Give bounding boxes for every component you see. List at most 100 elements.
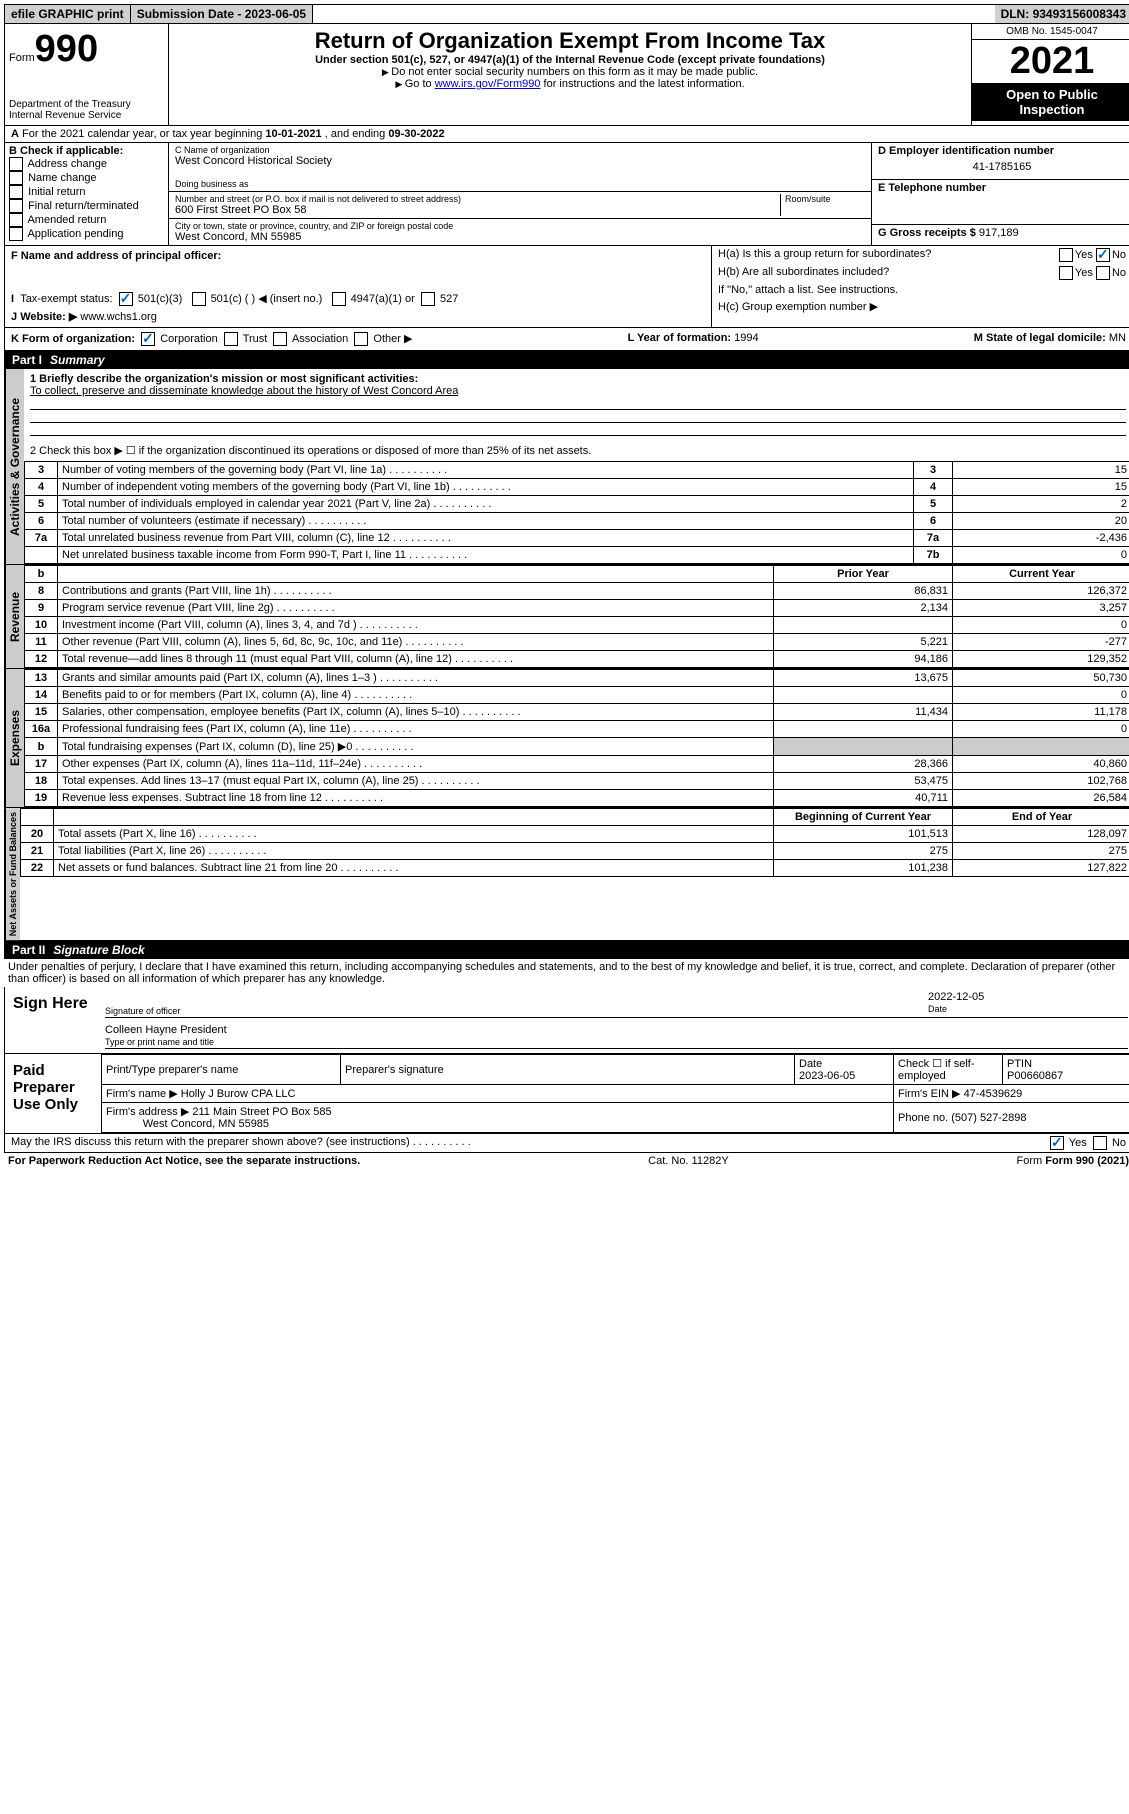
- gov-line: 5 Total number of individuals employed i…: [25, 496, 1129, 513]
- block-m: M State of legal domicile: MN: [974, 332, 1126, 346]
- footer-form: Form Form 990 (2021): [1017, 1155, 1129, 1167]
- cb-discuss-no[interactable]: [1093, 1136, 1107, 1150]
- org-city: West Concord, MN 55985: [175, 231, 865, 243]
- row-a-pre: For the 2021 calendar year, or tax year …: [22, 128, 265, 140]
- omb: OMB No. 1545-0047: [972, 24, 1129, 40]
- ln-text: Total number of individuals employed in …: [58, 496, 914, 513]
- cb-trust[interactable]: [224, 332, 238, 346]
- vtab-netassets: Net Assets or Fund Balances: [5, 808, 20, 940]
- ln-num: 16a: [25, 721, 58, 738]
- ln-num: 18: [25, 773, 58, 790]
- footer-cat: Cat. No. 11282Y: [648, 1155, 729, 1167]
- cb-assoc[interactable]: [273, 332, 287, 346]
- expenses-section: Expenses 13 Grants and similar amounts p…: [4, 669, 1129, 808]
- cb-527[interactable]: [421, 292, 435, 306]
- table-row: 18 Total expenses. Add lines 13–17 (must…: [25, 773, 1129, 790]
- cb-initial[interactable]: [9, 185, 23, 199]
- irs-link[interactable]: www.irs.gov/Form990: [435, 78, 541, 90]
- row-a: A For the 2021 calendar year, or tax yea…: [4, 126, 1129, 143]
- cb-501c[interactable]: [192, 292, 206, 306]
- table-row: 21 Total liabilities (Part X, line 26) 2…: [21, 843, 1129, 860]
- prior-val: 86,831: [774, 583, 953, 600]
- k-l-m-row: K Form of organization: Corporation Trus…: [4, 328, 1129, 351]
- ln-text: Net unrelated business taxable income fr…: [58, 547, 914, 564]
- firm-addr-lbl: Firm's address ▶: [106, 1106, 189, 1118]
- current-val: 275: [953, 843, 1129, 860]
- current-val: 50,730: [953, 670, 1129, 687]
- row-a-mid: , and ending: [322, 128, 389, 140]
- prior-val: [774, 721, 953, 738]
- col-eoy: End of Year: [953, 809, 1129, 826]
- opt-other: Other ▶: [373, 333, 412, 345]
- cb-final[interactable]: [9, 199, 23, 213]
- subdate-label: Submission Date -: [137, 7, 245, 21]
- tax-year: 2021: [972, 40, 1129, 83]
- ln-text: Total expenses. Add lines 13–17 (must eq…: [58, 773, 774, 790]
- hb-text: H(b) Are all subordinates included?: [718, 266, 889, 280]
- ln-val: 15: [953, 462, 1129, 479]
- form-header: Form990 Department of the Treasury Inter…: [4, 24, 1129, 126]
- ln-text: Number of independent voting members of …: [58, 479, 914, 496]
- part2-title: Signature Block: [53, 943, 144, 957]
- block-l: L Year of formation: 1994: [628, 332, 759, 346]
- year-box: OMB No. 1545-0047 2021 Open to Public In…: [971, 24, 1129, 125]
- vtab-revenue: Revenue: [5, 565, 24, 668]
- mission-lbl: 1 Briefly describe the organization's mi…: [30, 373, 418, 385]
- note2-pre: Go to: [405, 78, 435, 90]
- cb-address-change[interactable]: [9, 157, 23, 171]
- ln-num: 3: [25, 462, 58, 479]
- prior-val: [774, 738, 953, 756]
- cb-name-change[interactable]: [9, 171, 23, 185]
- ln-text: Net assets or fund balances. Subtract li…: [54, 860, 774, 877]
- ln-num: 12: [25, 651, 58, 668]
- firm-name: Holly J Burow CPA LLC: [181, 1088, 296, 1100]
- opt-trust: Trust: [243, 333, 268, 345]
- table-row: 8 Contributions and grants (Part VIII, l…: [25, 583, 1129, 600]
- discuss-yes: Yes: [1069, 1137, 1087, 1149]
- prior-val: 2,134: [774, 600, 953, 617]
- prior-val: 40,711: [774, 790, 953, 807]
- sig-date-lbl: Date: [928, 1004, 947, 1014]
- j-lbl: J: [11, 311, 17, 323]
- cb-discuss-yes[interactable]: [1050, 1136, 1064, 1150]
- cb-corp[interactable]: [141, 332, 155, 346]
- gov-line: Net unrelated business taxable income fr…: [25, 547, 1129, 564]
- subdate-val: 2023-06-05: [245, 7, 306, 21]
- ln-num: 13: [25, 670, 58, 687]
- ln-num: 22: [21, 860, 54, 877]
- ln-num: 17: [25, 756, 58, 773]
- website: www.wchs1.org: [80, 311, 156, 323]
- g-lbl: G Gross receipts $: [878, 227, 976, 239]
- cb-pending[interactable]: [9, 227, 23, 241]
- discuss-row: May the IRS discuss this return with the…: [4, 1134, 1129, 1153]
- c-dba-lbl: Doing business as: [175, 179, 865, 189]
- revenue-table: b Prior Year Current Year 8 Contribution…: [24, 565, 1129, 668]
- room-lbl: Room/suite: [780, 194, 865, 216]
- table-row: 20 Total assets (Part X, line 16) 101,51…: [21, 826, 1129, 843]
- id-section: B Check if applicable: Address change Na…: [4, 143, 1129, 246]
- table-row: 16a Professional fundraising fees (Part …: [25, 721, 1129, 738]
- cb-hb-yes[interactable]: [1059, 266, 1073, 280]
- cb-other[interactable]: [354, 332, 368, 346]
- cb-amended[interactable]: [9, 213, 23, 227]
- table-row: 15 Salaries, other compensation, employe…: [25, 704, 1129, 721]
- form-id-box: Form990 Department of the Treasury Inter…: [5, 24, 169, 125]
- current-val: 102,768: [953, 773, 1129, 790]
- part1-num: Part I: [12, 353, 50, 367]
- cb-ha-yes[interactable]: [1059, 248, 1073, 262]
- submission-date: Submission Date - 2023-06-05: [131, 5, 313, 23]
- firm-addr2: West Concord, MN 55985: [143, 1118, 269, 1130]
- hc-text: H(c) Group exemption number ▶: [718, 300, 878, 313]
- prior-val: [774, 617, 953, 634]
- current-val: 26,584: [953, 790, 1129, 807]
- cb-hb-no[interactable]: [1096, 266, 1110, 280]
- cb-ha-no[interactable]: [1096, 248, 1110, 262]
- cb-4947[interactable]: [332, 292, 346, 306]
- ha-no: No: [1112, 249, 1126, 261]
- prep-sig-lbl: Preparer's signature: [341, 1055, 795, 1085]
- efile-btn[interactable]: efile GRAPHIC print: [5, 5, 131, 23]
- ln-box: 7a: [914, 530, 953, 547]
- form-number: 990: [35, 28, 98, 70]
- cb-501c3[interactable]: [119, 292, 133, 306]
- table-row: 19 Revenue less expenses. Subtract line …: [25, 790, 1129, 807]
